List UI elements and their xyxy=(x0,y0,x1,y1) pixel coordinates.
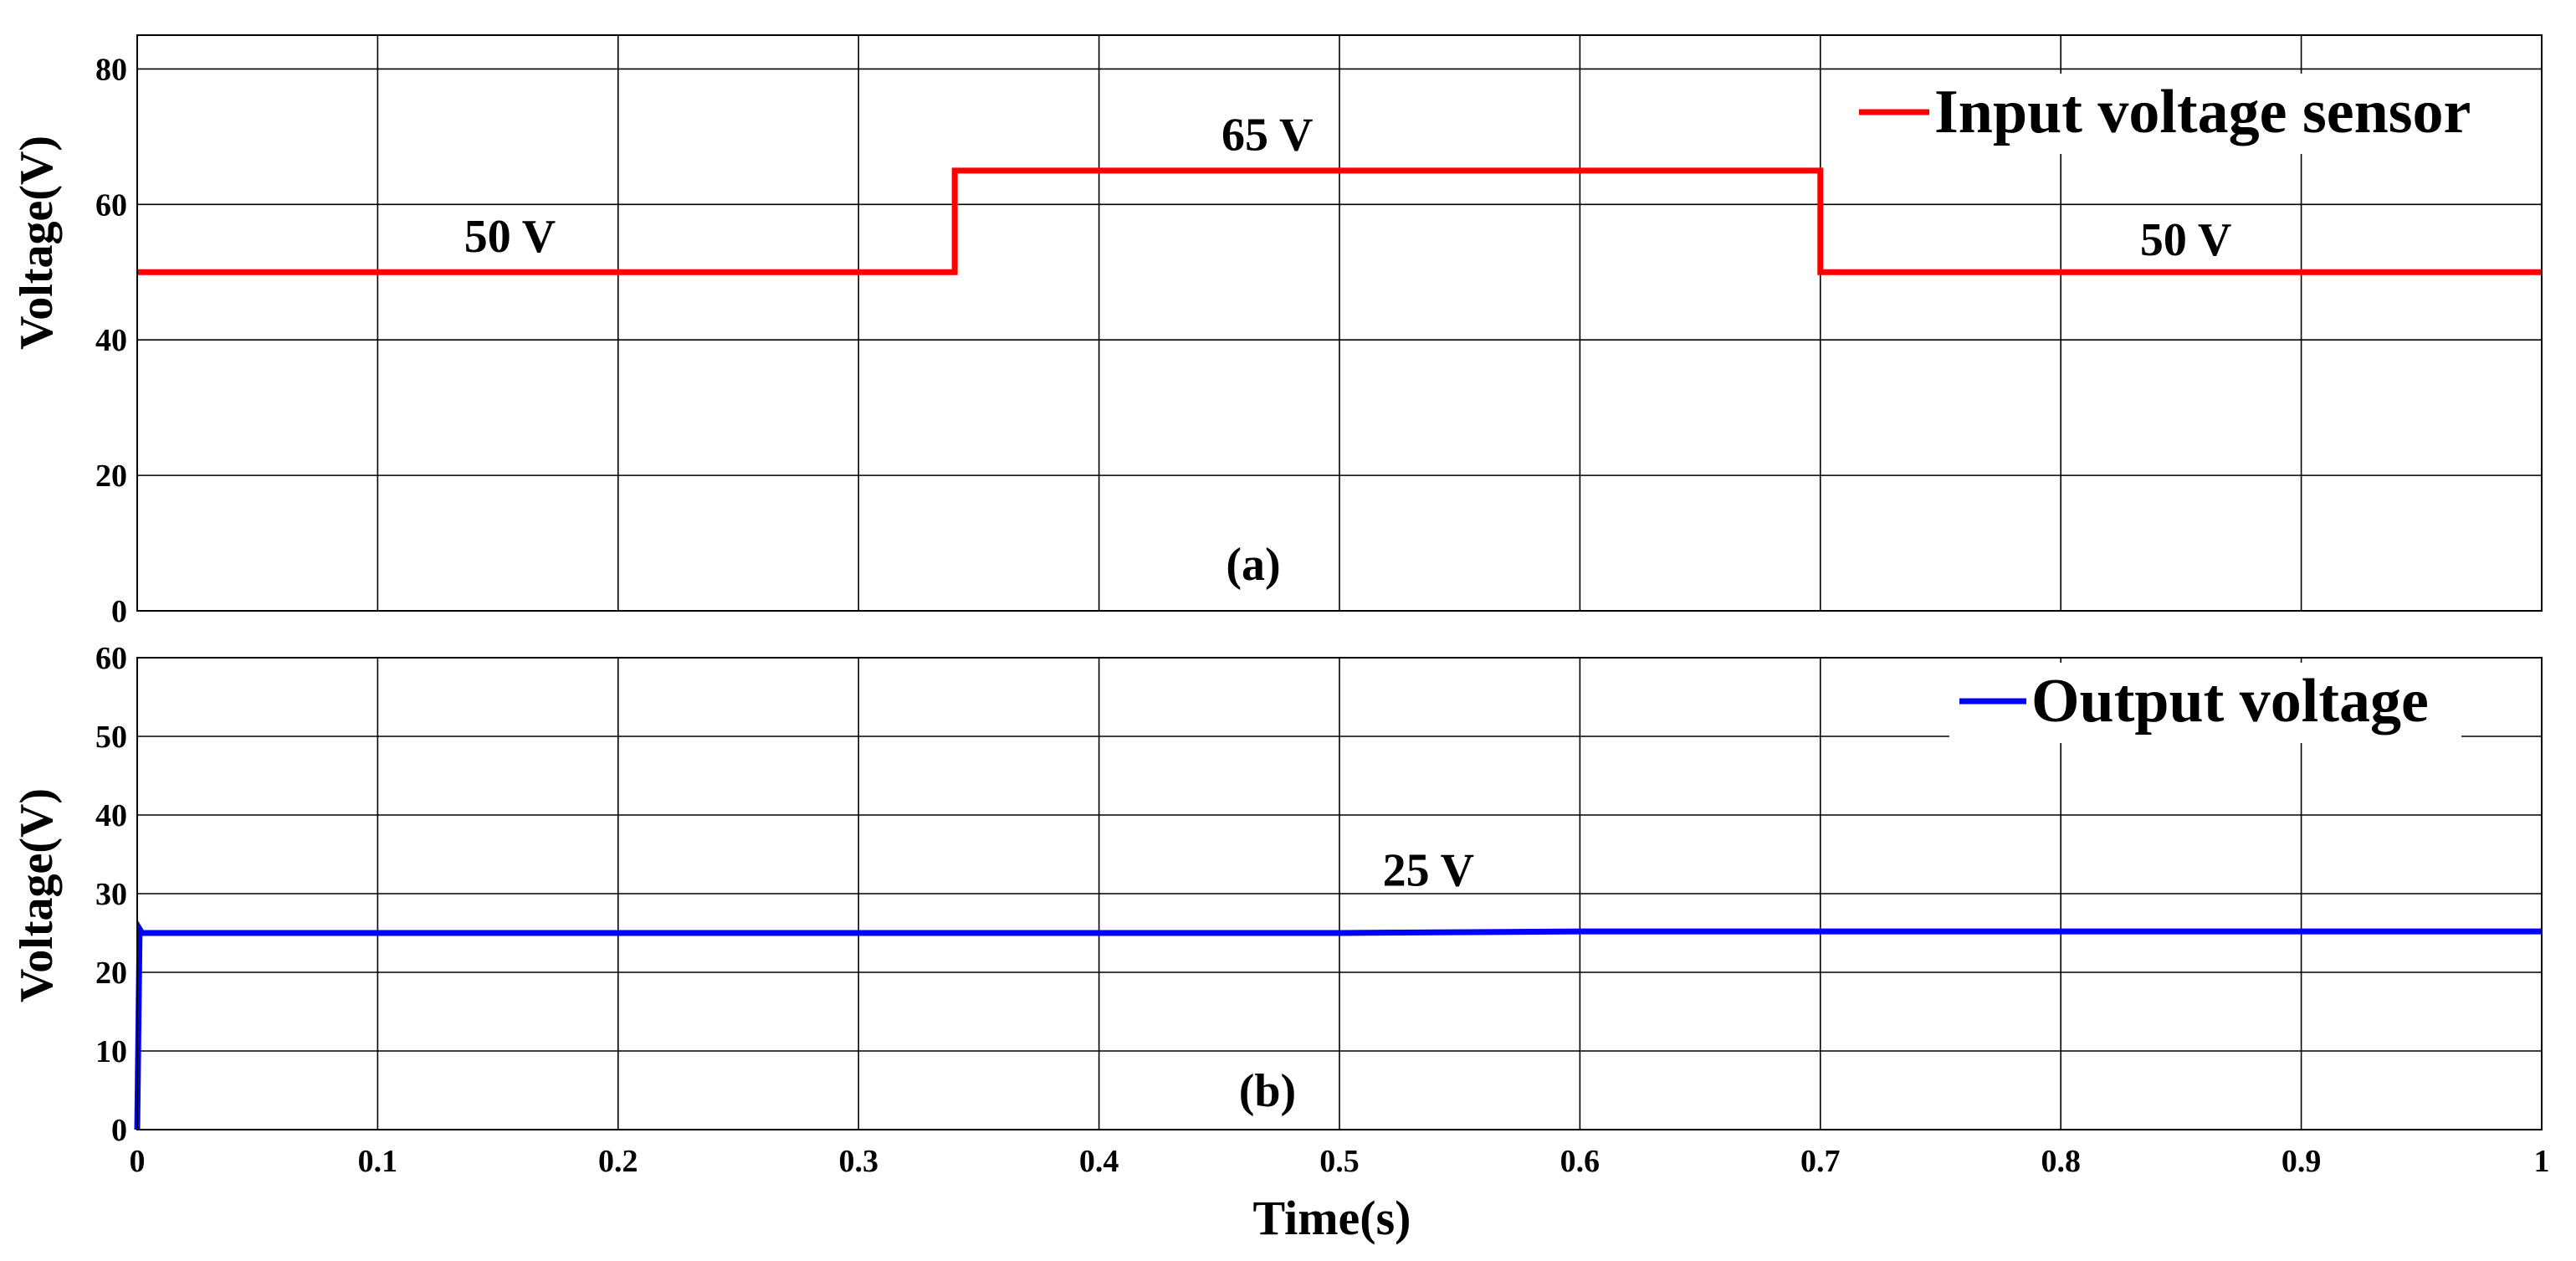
y-tick-label: 20 xyxy=(95,459,127,494)
data-annotation: 50 V xyxy=(464,211,556,263)
y-tick-label: 80 xyxy=(95,52,127,87)
series-line xyxy=(134,919,2542,1130)
panel-b-annotations: 25 V xyxy=(1383,845,1474,897)
y-tick-label: 60 xyxy=(95,641,127,676)
y-tick-label: 60 xyxy=(95,187,127,223)
legend-label-output-voltage: Output voltage xyxy=(2031,667,2429,736)
y-tick-label: 0 xyxy=(111,594,127,629)
panel-b-x-ticks: 0 0.1 0.2 0.3 0.4 0.5 0.6 0.7 0.8 0.9 1 xyxy=(130,1144,2550,1179)
panel-a-frame xyxy=(136,34,2543,612)
panel-b-label: (b) xyxy=(1239,1065,1296,1117)
series-line xyxy=(137,167,2542,275)
data-annotation: 50 V xyxy=(2140,214,2231,266)
panel-b-frame xyxy=(136,657,2543,1130)
x-tick-label: 0.1 xyxy=(358,1144,398,1179)
y-tick-label: 50 xyxy=(95,720,127,755)
x-tick-label: 0.6 xyxy=(1560,1144,1600,1179)
x-tick-label: 0.3 xyxy=(838,1144,878,1179)
data-annotation: 25 V xyxy=(1383,845,1474,897)
panel-a-y-ticks: 0 20 40 60 80 xyxy=(95,52,127,629)
x-tick-label: 0 xyxy=(130,1144,146,1179)
y-tick-label: 30 xyxy=(95,877,127,912)
x-axis-label: Time(s) xyxy=(1252,1191,1411,1245)
y-tick-label: 0 xyxy=(111,1113,127,1148)
panel-b-series xyxy=(134,919,2542,1130)
panel-a-label: (a) xyxy=(1226,539,1280,591)
panel-a-series xyxy=(137,167,2542,275)
y-tick-label: 20 xyxy=(95,956,127,991)
x-tick-label: 0.5 xyxy=(1319,1144,1360,1179)
panel-a-legend: Input voltage sensor xyxy=(1847,74,2523,154)
x-tick-label: 0.8 xyxy=(2041,1144,2081,1179)
panel-a: 0 20 40 60 80 Voltage(V) 50 V 65 V 50 V (a) In… xyxy=(11,34,2543,629)
x-tick-label: 0.2 xyxy=(598,1144,638,1179)
y-tick-label: 40 xyxy=(95,798,127,833)
y-tick-label: 40 xyxy=(95,323,127,358)
x-tick-label: 0.7 xyxy=(1800,1144,1841,1179)
panel-b-legend: Output voltage xyxy=(1949,663,2461,743)
panel-b-y-ticks: 0 10 20 30 40 50 60 xyxy=(95,641,127,1148)
legend-label-input-voltage: Input voltage sensor xyxy=(1934,78,2471,146)
x-tick-label: 0.9 xyxy=(2282,1144,2322,1179)
y-tick-label: 10 xyxy=(95,1034,127,1069)
data-annotation: 65 V xyxy=(1221,110,1313,161)
panel-b-y-axis-label: Voltage(V) xyxy=(11,788,63,1002)
x-tick-label: 0.4 xyxy=(1079,1144,1119,1179)
x-tick-label: 1 xyxy=(2534,1144,2550,1179)
panel-a-y-axis-label: Voltage(V) xyxy=(11,136,63,350)
panel-a-annotations: 50 V 65 V 50 V xyxy=(464,110,2232,266)
